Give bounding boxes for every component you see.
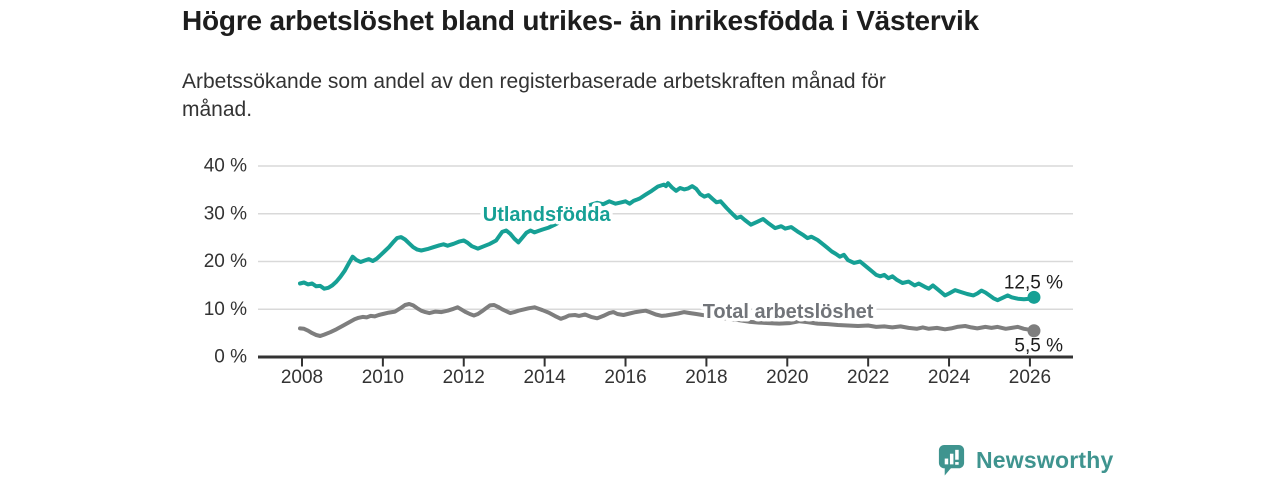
x-tick-label-2012: 2012 [443,367,485,388]
y-tick-label-20: 20 % [204,251,247,272]
series-end-dot-utlandsf-dda [1027,290,1041,304]
x-tick-label-2016: 2016 [604,367,646,388]
series-end-dot-total-arbetsl-shet [1027,324,1041,338]
series-end-value-utlandsf-dda: 12,5 % [1004,272,1063,293]
series-label-utlandsf-dda: Utlandsfödda [483,204,612,226]
x-tick-label-2010: 2010 [362,367,404,388]
y-tick-label-0: 0 % [214,347,247,368]
chart-title: Högre arbetslöshet bland utrikes- än inr… [182,5,979,36]
x-tick-label-2008: 2008 [281,367,323,388]
series-line-utlandsf-dda [298,181,1036,303]
x-tick-label-2018: 2018 [685,367,727,388]
y-tick-label-30: 30 % [204,203,247,224]
x-tick-label-2020: 2020 [766,367,808,388]
y-tick-label-40: 40 % [204,156,247,177]
chart-subtitle: Arbetssökande som andel av den registerb… [182,70,886,121]
x-tick-label-2014: 2014 [523,367,566,388]
x-tick-label-2026: 2026 [1009,367,1051,388]
y-tick-label-10: 10 % [204,299,247,320]
brand-wordmark: Newsworthy [976,447,1114,473]
x-tick-label-2024: 2024 [928,367,971,388]
series-label-total-arbetsl-shet: Total arbetslöshet [703,301,874,323]
series-end-value-total-arbetsl-shet: 5,5 % [1014,336,1063,357]
newsworthy-logo: Newsworthy [936,443,1113,478]
series-line-total-arbetsl-shet [298,302,1036,338]
newsworthy-bar-chart-icon [938,445,965,476]
x-tick-label-2022: 2022 [847,367,889,388]
